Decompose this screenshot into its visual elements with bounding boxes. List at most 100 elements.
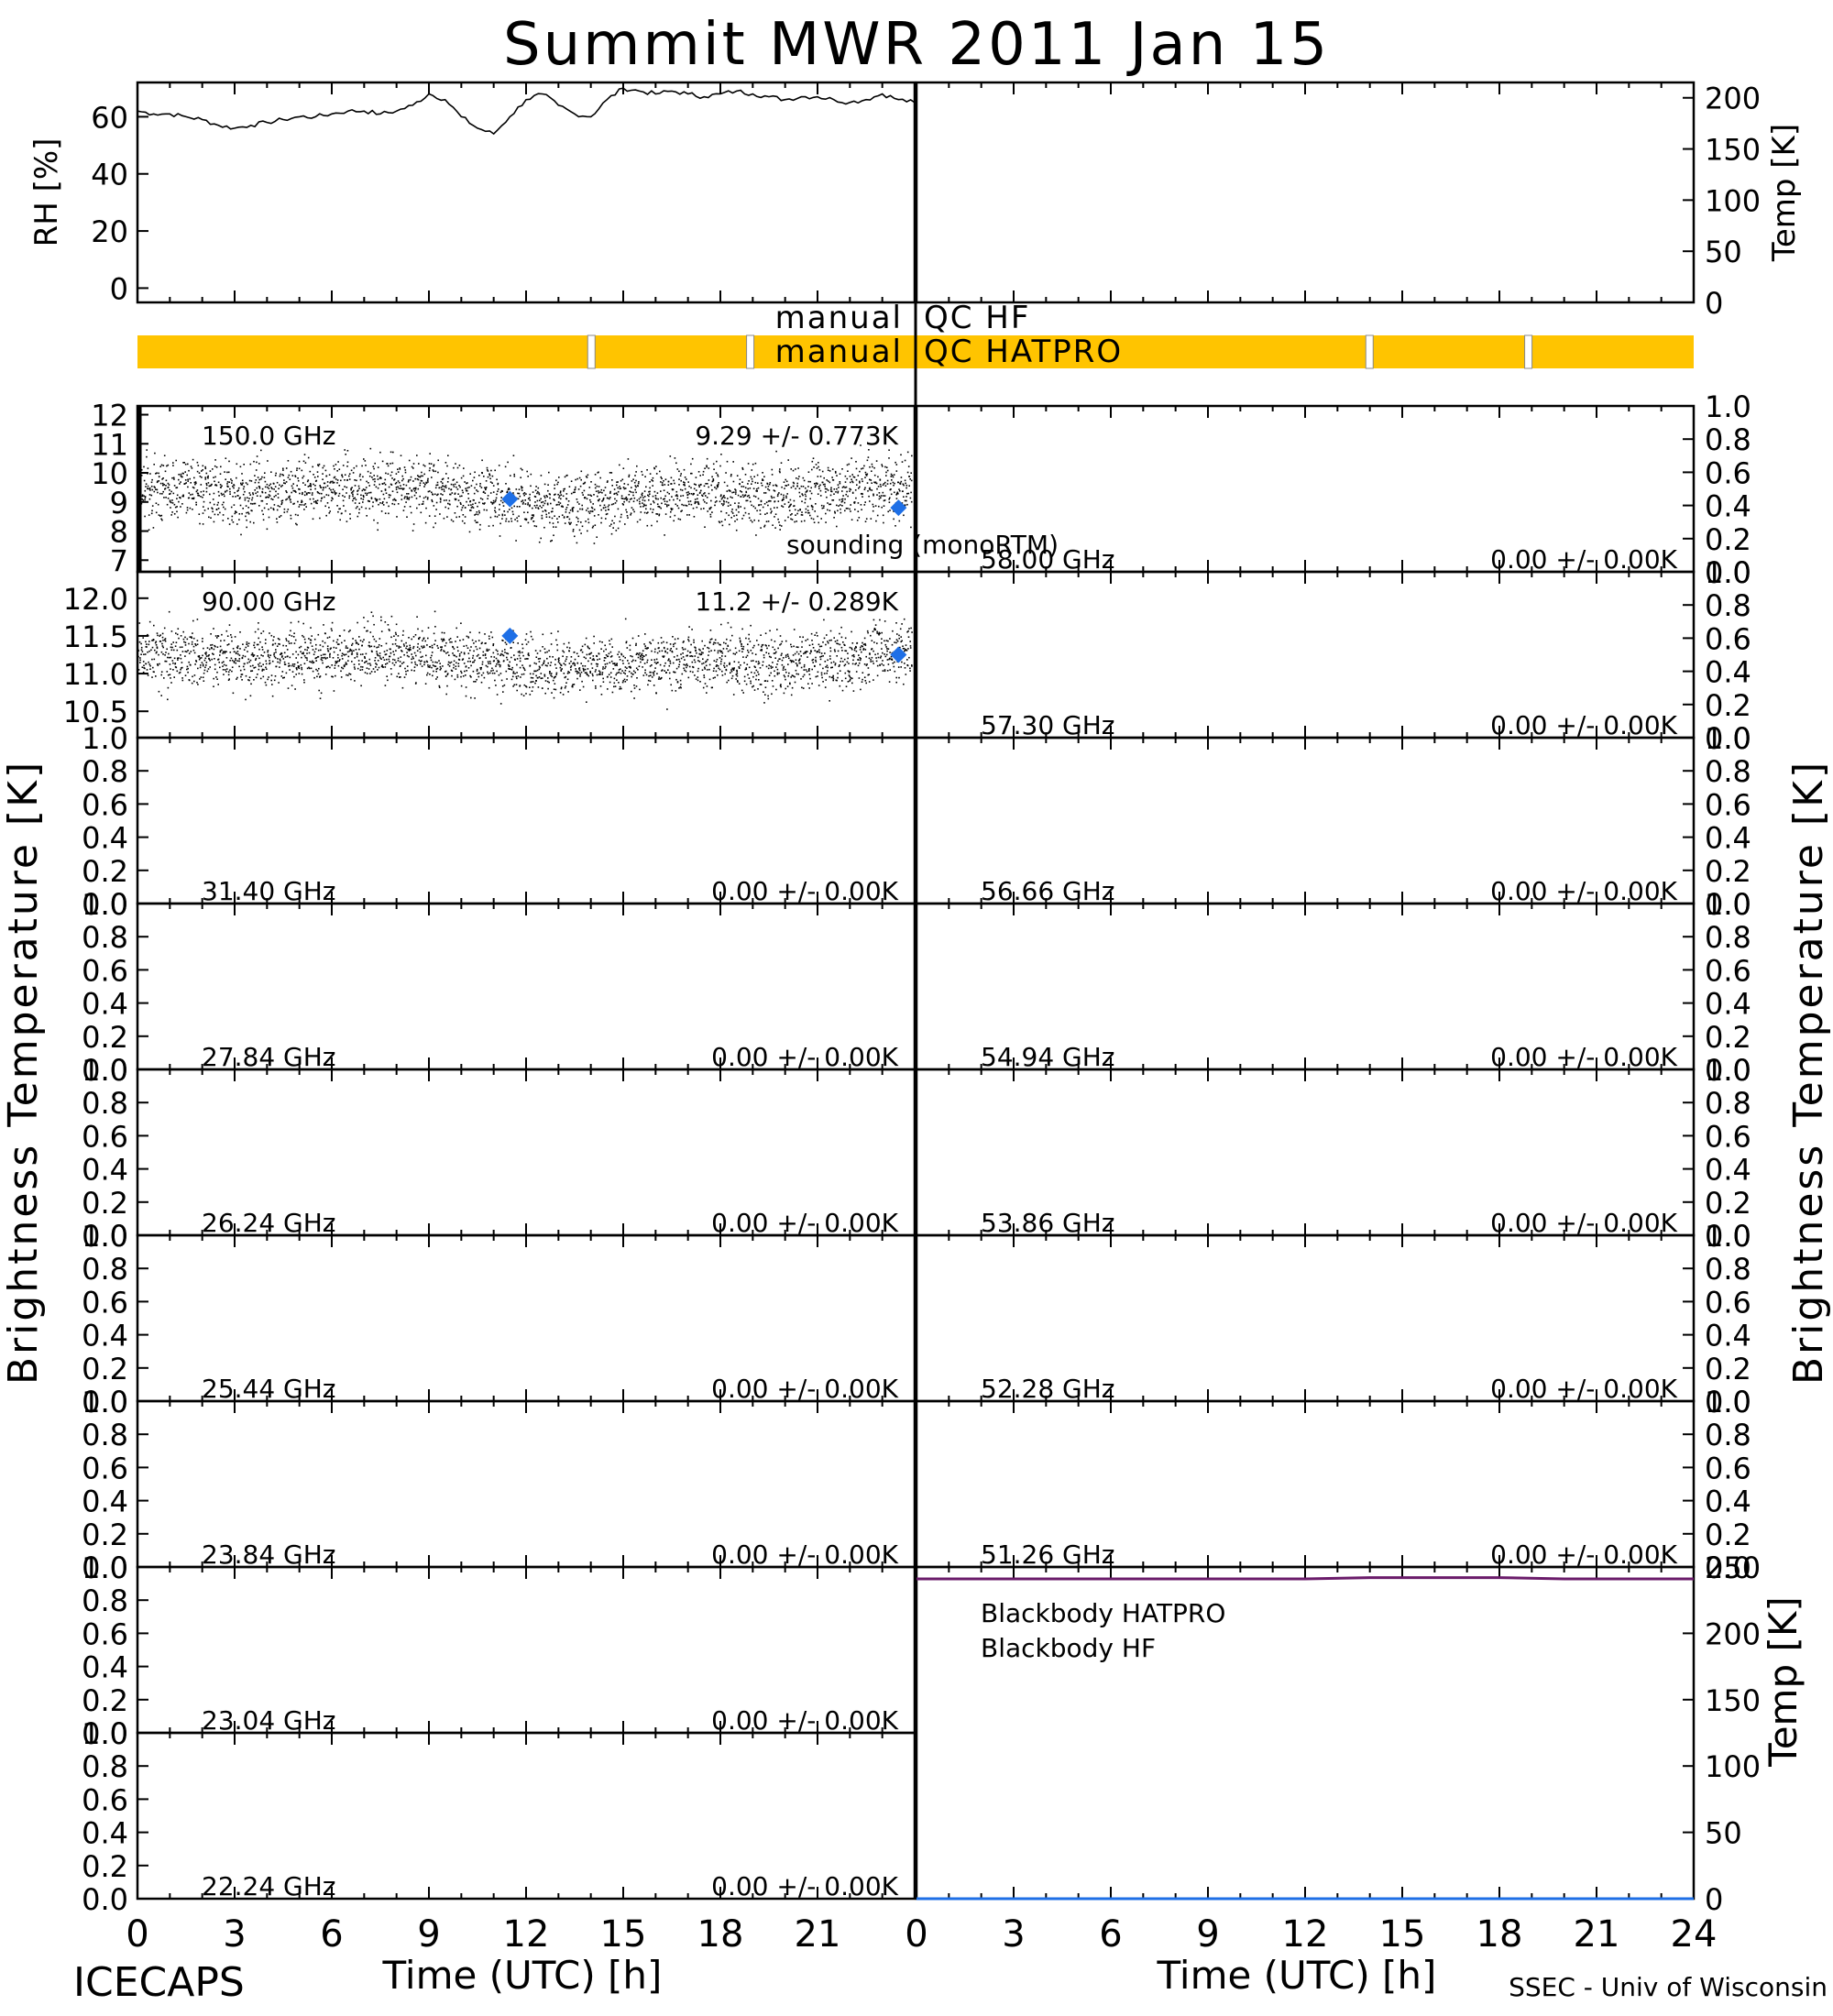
data-point <box>803 479 806 482</box>
data-point <box>644 669 646 672</box>
data-point <box>832 479 835 481</box>
data-point <box>483 476 485 477</box>
data-point <box>387 679 389 682</box>
data-point <box>172 669 174 671</box>
data-point <box>649 493 651 495</box>
data-point <box>335 492 337 494</box>
data-point <box>760 684 763 685</box>
data-point <box>153 464 155 466</box>
data-point <box>362 499 365 500</box>
data-point <box>818 521 819 524</box>
data-point <box>324 486 327 488</box>
data-point <box>380 630 383 632</box>
data-point <box>491 482 493 484</box>
data-point <box>521 674 523 675</box>
data-point <box>248 498 250 499</box>
data-point <box>573 684 576 685</box>
data-point <box>669 455 672 457</box>
data-point <box>619 520 621 522</box>
data-point <box>169 499 171 501</box>
data-point <box>363 639 365 641</box>
data-point <box>256 455 258 457</box>
data-point <box>632 673 634 675</box>
data-point <box>313 507 315 509</box>
data-point <box>368 644 370 647</box>
data-point <box>394 642 397 645</box>
data-point <box>508 664 510 667</box>
data-point <box>241 512 243 515</box>
data-point <box>694 661 697 663</box>
data-point <box>521 489 523 491</box>
data-point <box>595 663 598 665</box>
data-point <box>315 643 317 646</box>
data-point <box>569 666 572 669</box>
data-point <box>721 524 724 527</box>
data-point <box>434 626 436 628</box>
data-point <box>785 478 786 481</box>
data-point <box>374 657 377 659</box>
data-point <box>275 651 277 653</box>
data-point <box>741 645 742 647</box>
data-point <box>499 499 502 502</box>
data-point <box>528 654 530 657</box>
data-point <box>536 676 539 679</box>
data-point <box>736 671 738 673</box>
data-point <box>567 671 569 673</box>
data-point <box>674 638 676 641</box>
data-point <box>326 485 329 487</box>
data-point <box>147 467 149 469</box>
data-point <box>833 517 835 519</box>
data-point <box>605 513 608 516</box>
data-point <box>510 669 513 671</box>
data-point <box>333 465 335 467</box>
data-point <box>541 501 543 504</box>
data-point <box>712 478 715 480</box>
bt-090-ytick-label: 12.0 <box>63 582 128 617</box>
data-point <box>214 480 215 483</box>
data-point <box>251 509 253 512</box>
data-point <box>605 518 607 520</box>
data-point <box>257 628 259 630</box>
data-point <box>696 501 697 503</box>
data-point <box>238 519 240 520</box>
data-point <box>313 500 315 503</box>
data-point <box>735 674 738 675</box>
data-point <box>216 504 219 506</box>
data-point <box>751 469 753 471</box>
data-point <box>172 462 174 464</box>
data-point <box>147 473 148 475</box>
data-point <box>730 670 733 673</box>
data-point <box>361 660 363 662</box>
data-point <box>818 466 819 468</box>
data-point <box>383 482 386 484</box>
data-point <box>496 478 498 481</box>
data-point <box>324 674 327 675</box>
data-point <box>698 652 700 655</box>
data-point <box>262 519 265 521</box>
data-point <box>629 649 631 652</box>
data-point <box>411 653 412 655</box>
data-point <box>742 514 745 517</box>
data-point <box>510 656 512 659</box>
data-point <box>412 657 414 660</box>
data-point <box>348 495 351 497</box>
data-point <box>400 656 402 658</box>
data-point <box>322 640 324 642</box>
data-point <box>622 680 624 682</box>
data-point <box>570 492 573 495</box>
data-point <box>748 677 751 679</box>
data-point <box>227 643 230 645</box>
data-point <box>727 621 730 624</box>
data-point <box>632 478 634 480</box>
data-point <box>229 660 231 662</box>
data-point <box>163 497 165 499</box>
data-point <box>612 668 615 670</box>
data-point <box>280 675 283 677</box>
data-point <box>441 478 444 480</box>
data-point <box>785 497 787 499</box>
data-point <box>859 480 861 483</box>
data-point <box>312 660 313 663</box>
data-point <box>878 495 881 498</box>
data-point <box>906 471 909 474</box>
data-point <box>586 498 588 500</box>
